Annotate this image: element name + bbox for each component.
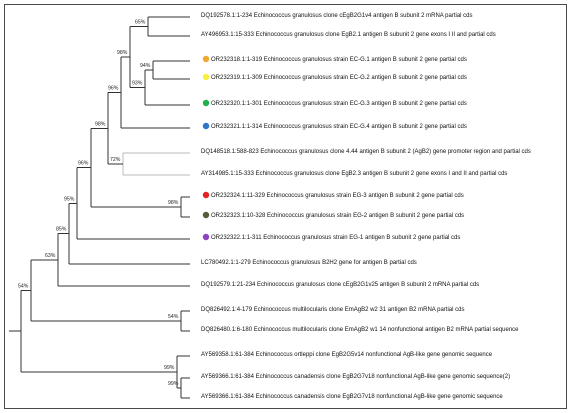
taxon-label: DQ826492.1:4-179 Echinococcus multilocul… — [201, 307, 464, 313]
taxon-label: AY569366.1:61-384 Echinococcus canadensi… — [201, 374, 510, 380]
sample-marker-dot — [202, 55, 210, 63]
taxon-label: DQ192579.1:21-234 Echinococcus granulosu… — [201, 282, 479, 288]
taxon-label: AY569358.1:61-384 Echinococcus ortleppi … — [201, 352, 493, 358]
sample-markers — [202, 55, 210, 241]
bootstrap-value: 98% — [168, 200, 179, 206]
phylogenetic-tree: 65% 94% 93% 98% 96% 72% 98% 98% 96% 95% 85% 63% 54% 5… — [9, 13, 531, 400]
bootstrap-value: 98% — [95, 121, 106, 127]
taxon-label: LC780492.1:1-279 Echinococcus granulosus… — [201, 260, 417, 266]
sample-marker-dot — [202, 73, 210, 81]
bootstrap-value: 54% — [18, 283, 29, 289]
bootstrap-value: 65% — [135, 20, 146, 26]
tree-branches — [9, 16, 190, 399]
taxon-label: DQ192578.1:1-234 Echinococcus granulosus… — [201, 13, 473, 19]
bootstrap-value: 96% — [78, 161, 89, 167]
taxon-label: OR232320.1:1-301 Echinococcus granulosus… — [211, 101, 467, 107]
bootstrap-value: 63% — [45, 253, 56, 259]
bootstrap-value: 99% — [164, 365, 175, 371]
sample-marker-dot — [202, 99, 210, 107]
taxon-label: OR232322.1:1-311 Echinococcus granulosus… — [211, 235, 460, 241]
taxon-label: OR232319.1:1-309 Echinococcus granulosus… — [211, 75, 467, 81]
figure-frame: 65% 94% 93% 98% 96% 72% 98% 98% 96% 95% 85% 63% 54% 5… — [4, 4, 567, 409]
taxon-label: OR232324.1:11-329 Echinococcus granulosu… — [211, 193, 464, 199]
taxon-label: OR232321.1:1-314 Echinococcus granulosus… — [211, 124, 467, 130]
bootstrap-value: 94% — [140, 63, 151, 69]
sample-marker-dot — [202, 233, 210, 241]
bootstrap-value: 96% — [108, 86, 119, 92]
sample-marker-dot — [202, 191, 210, 199]
bootstrap-value: 93% — [132, 81, 143, 87]
taxon-label: AY496953.1:15-333 Echinococcus granulosu… — [201, 32, 496, 38]
taxon-label: AY314985.1:15-333 Echinococcus granulosu… — [201, 171, 507, 177]
bootstrap-value: 72% — [110, 157, 121, 163]
sample-marker-dot — [202, 211, 210, 219]
bootstrap-value: 85% — [56, 227, 67, 233]
bootstrap-value: 99% — [168, 381, 179, 387]
bootstrap-values: 65% 94% 93% 98% 96% 72% 98% 98% 96% 95% 85% 63% 54% 5… — [18, 20, 179, 388]
bootstrap-value: 54% — [168, 314, 179, 320]
taxon-label: DQ148518.1:588-823 Echinococcus granulos… — [201, 149, 531, 155]
taxon-label: AY569366.1:61-384 Echinococcus canadensi… — [201, 394, 503, 400]
taxon-labels: DQ192578.1:1-234 Echinococcus granulosus… — [201, 13, 531, 400]
taxon-label: OR232323.1:10-328 Echinococcus granulosu… — [211, 213, 464, 219]
bootstrap-value: 98% — [117, 50, 128, 56]
sample-marker-dot — [202, 122, 210, 130]
taxon-label: OR232318.1:1-319 Echinococcus granulosus… — [211, 57, 467, 63]
bootstrap-value: 95% — [64, 196, 75, 202]
taxon-label: DQ826480.1:6-180 Echinococcus multilocul… — [201, 327, 519, 333]
